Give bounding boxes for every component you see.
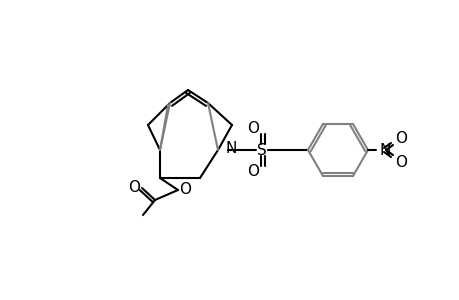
Text: N: N xyxy=(379,142,391,158)
Text: O: O xyxy=(394,130,406,146)
Text: N: N xyxy=(225,140,237,155)
Text: O: O xyxy=(128,179,140,194)
Text: O: O xyxy=(179,182,190,196)
Text: O: O xyxy=(246,164,258,179)
Text: S: S xyxy=(257,142,266,158)
Text: O: O xyxy=(246,121,258,136)
Text: O: O xyxy=(394,154,406,169)
